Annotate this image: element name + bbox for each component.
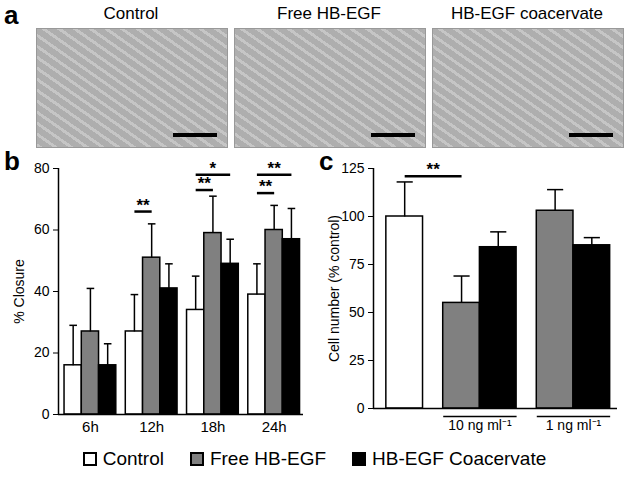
svg-text:125: 125 xyxy=(341,160,365,176)
html-text:c: c xyxy=(319,146,334,176)
svg-text:**: ** xyxy=(136,196,150,215)
svg-text:6h: 6h xyxy=(82,418,99,435)
svg-text:*: * xyxy=(210,159,217,178)
svg-text:60: 60 xyxy=(34,221,50,237)
svg-text:24h: 24h xyxy=(262,418,287,435)
svg-text:**: ** xyxy=(427,160,441,179)
svg-text:80: 80 xyxy=(34,160,50,176)
html-text:Free HB-EGF: Free HB-EGF xyxy=(277,4,381,23)
html-text:Control: Control xyxy=(102,448,164,469)
html-text:a: a xyxy=(4,0,19,30)
svg-text:Cell number (% control): Cell number (% control) xyxy=(326,215,342,362)
svg-text:20: 20 xyxy=(34,344,50,360)
svg-text:% Closure: % Closure xyxy=(11,259,27,324)
svg-text:10 ng ml⁻¹: 10 ng ml⁻¹ xyxy=(448,417,512,433)
svg-text:**: ** xyxy=(259,177,273,196)
html-text:HB-EGF Coacervate: HB-EGF Coacervate xyxy=(372,448,547,469)
svg-text:100: 100 xyxy=(341,208,365,224)
svg-text:50: 50 xyxy=(349,304,365,320)
svg-text:40: 40 xyxy=(34,283,50,299)
html-text:Control: Control xyxy=(103,4,159,23)
html-text:Free HB-EGF: Free HB-EGF xyxy=(209,448,327,469)
html-text:b: b xyxy=(4,146,20,176)
html-text:HB-EGF coacervate: HB-EGF coacervate xyxy=(450,4,603,23)
svg-text:12h: 12h xyxy=(139,418,164,435)
svg-text:0: 0 xyxy=(357,400,365,416)
svg-text:0: 0 xyxy=(42,406,50,422)
svg-text:1 ng ml⁻¹: 1 ng ml⁻¹ xyxy=(546,417,602,433)
svg-text:75: 75 xyxy=(349,256,365,272)
svg-text:**: ** xyxy=(268,159,282,178)
svg-text:25: 25 xyxy=(349,352,365,368)
svg-text:18h: 18h xyxy=(200,418,225,435)
